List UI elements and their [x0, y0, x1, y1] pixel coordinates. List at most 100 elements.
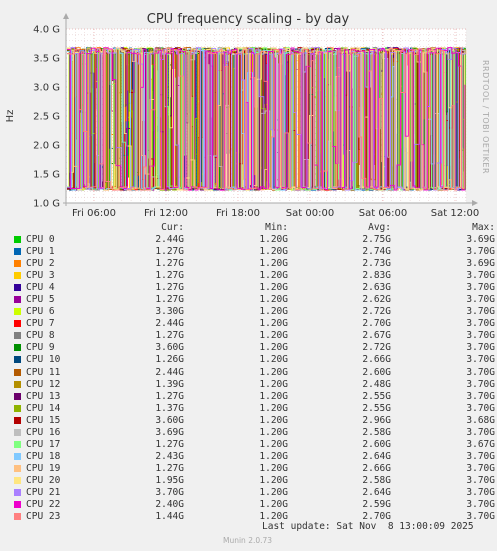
legend-swatch — [14, 308, 21, 316]
legend-rows: CPU 0 2.44G 1.20G 2.75G 3.69G CPU 1 1.27G 1.20G… — [12, 234, 495, 523]
y-axis-arrow — [63, 13, 69, 19]
legend-label: CPU 12 — [26, 378, 61, 390]
legend-swatch — [14, 513, 21, 521]
y-tick-label: 2.5 G — [33, 112, 60, 123]
legend-avg: 2.67G — [362, 330, 391, 342]
legend-row: CPU 1 1.27G 1.20G 2.74G 3.70G — [12, 246, 495, 258]
legend-cur: 2.44G — [155, 234, 184, 245]
legend-min: 1.20G — [259, 366, 288, 378]
legend-avg: 2.64G — [362, 450, 391, 462]
legend-min: 1.20G — [259, 390, 288, 402]
legend-row: CPU 0 2.44G 1.20G 2.75G 3.69G — [12, 234, 495, 246]
legend-max: 3.70G — [466, 390, 495, 402]
chart-area: CPU frequency scaling - by day Hz RRDTOO… — [5, 12, 490, 219]
legend-cur: 2.44G — [155, 318, 184, 330]
legend-max: 3.70G — [466, 330, 495, 342]
legend-swatch — [14, 404, 21, 412]
legend-swatch — [14, 272, 21, 280]
header-max: Max: — [472, 222, 495, 233]
legend-max: 3.70G — [466, 402, 495, 414]
legend-max: 3.69G — [466, 258, 495, 270]
legend-row: CPU 22 2.40G 1.20G 2.59G 3.70G — [12, 499, 495, 511]
legend-avg: 2.73G — [362, 258, 391, 270]
legend-swatch — [14, 452, 21, 460]
legend-avg: 2.66G — [362, 462, 391, 474]
legend-label: CPU 14 — [26, 402, 61, 414]
legend-row: CPU 23 1.44G 1.20G 2.70G 3.70G — [12, 511, 495, 523]
legend-swatch — [14, 476, 21, 484]
y-axis-label: Hz — [5, 110, 16, 123]
x-tick-labels: Fri 06:00 Fri 12:00 Fri 18:00 Sat 00:00 Sat … — [72, 208, 479, 219]
legend-min: 1.20G — [259, 246, 288, 258]
legend-label: CPU 8 — [26, 330, 55, 342]
legend-row: CPU 10 1.26G 1.20G 2.66G 3.70G — [12, 354, 495, 366]
legend-cur: 1.27G — [155, 294, 184, 306]
legend-swatch — [14, 428, 21, 436]
legend-swatch — [14, 380, 21, 388]
legend-row: CPU 3 1.27G 1.20G 2.83G 3.70G — [12, 270, 495, 282]
legend-max: 3.69G — [466, 234, 495, 245]
y-tick-label: 3.0 G — [33, 83, 60, 94]
legend-max: 3.70G — [466, 306, 495, 318]
legend-avg: 2.64G — [362, 486, 391, 498]
legend-min: 1.20G — [259, 318, 288, 330]
legend-row: CPU 19 1.27G 1.20G 2.66G 3.70G — [12, 462, 495, 475]
legend-cur: 1.27G — [155, 462, 184, 474]
legend-row: CPU 5 1.27G 1.20G 2.62G 3.70G — [12, 294, 495, 306]
x-tick-label: Sat 06:00 — [359, 208, 407, 219]
legend-cur: 1.95G — [155, 474, 184, 486]
legend-swatch — [14, 284, 21, 292]
legend-row: CPU 13 1.27G 1.20G 2.55G 3.70G — [12, 390, 495, 403]
legend-label: CPU 22 — [26, 499, 61, 511]
legend-row: CPU 12 1.39G 1.20G 2.48G 3.70G — [12, 378, 495, 391]
legend-cur: 1.27G — [155, 438, 184, 450]
legend-cur: 1.27G — [155, 258, 184, 270]
legend-cur: 3.70G — [155, 486, 184, 498]
legend-min: 1.20G — [259, 486, 288, 498]
series-line-cpu-20 — [67, 47, 465, 191]
legend-swatch — [14, 368, 21, 376]
legend-header: Cur: Min: Avg: Max: — [12, 221, 495, 234]
header-cur: Cur: — [161, 222, 184, 233]
series-line-cpu-23 — [67, 47, 462, 191]
legend-max: 3.70G — [466, 462, 495, 474]
legend-avg: 2.96G — [362, 414, 391, 426]
legend-swatch — [14, 488, 21, 496]
legend-min: 1.20G — [259, 438, 288, 450]
legend-cur: 3.69G — [155, 426, 184, 438]
legend-swatch — [14, 416, 21, 424]
legend-cur: 1.26G — [155, 354, 184, 366]
legend-label: CPU 6 — [26, 306, 55, 318]
y-tick-label: 3.5 G — [33, 54, 60, 65]
series-line-cpu-21 — [67, 47, 466, 191]
legend-swatch — [14, 248, 21, 256]
legend-min: 1.20G — [259, 342, 288, 354]
legend-avg: 2.59G — [362, 499, 391, 511]
y-tick-label: 1.5 G — [33, 170, 60, 181]
legend-swatch — [14, 260, 21, 268]
legend-min: 1.20G — [259, 306, 288, 318]
legend-min: 1.20G — [259, 402, 288, 414]
legend-swatch — [14, 501, 21, 509]
legend-cur: 1.27G — [155, 246, 184, 258]
legend-min: 1.20G — [259, 450, 288, 462]
x-tick-label: Fri 12:00 — [144, 208, 188, 219]
legend-avg: 2.60G — [362, 366, 391, 378]
legend-avg: 2.55G — [362, 402, 391, 414]
legend-swatch — [14, 296, 21, 304]
legend-label: CPU 9 — [26, 342, 55, 354]
legend-avg: 2.58G — [362, 474, 391, 486]
legend-label: CPU 15 — [26, 414, 61, 426]
rrdtool-watermark: RRDTOOL / TOBI OETIKER — [481, 60, 490, 174]
legend-row: CPU 11 2.44G 1.20G 2.60G 3.70G — [12, 366, 495, 379]
legend-row: CPU 21 3.70G 1.20G 2.64G 3.70G — [12, 486, 495, 499]
legend-max: 3.70G — [466, 499, 495, 511]
legend-avg: 2.70G — [362, 511, 391, 523]
legend-min: 1.20G — [259, 462, 288, 474]
legend-row: CPU 9 3.60G 1.20G 2.72G 3.70G — [12, 342, 495, 354]
x-axis-arrow — [472, 200, 478, 206]
legend-label: CPU 10 — [26, 354, 61, 366]
legend-min: 1.20G — [259, 294, 288, 306]
header-avg: Avg: — [368, 222, 391, 233]
legend-cur: 1.27G — [155, 270, 184, 282]
